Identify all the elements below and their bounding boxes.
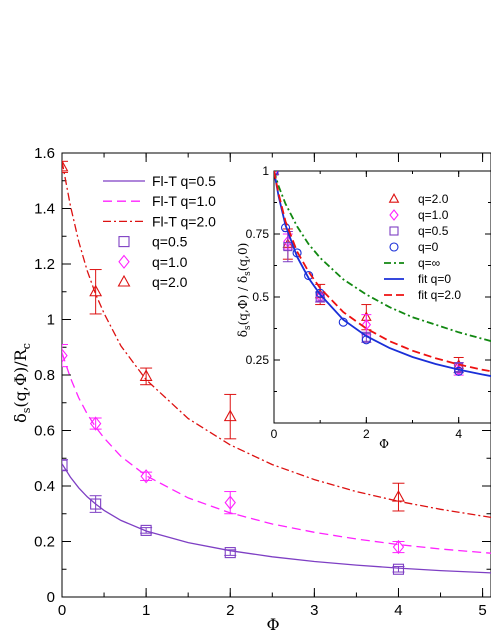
main-y-tick-label: 1.2 (34, 256, 55, 273)
main-x-axis-label: Φ (266, 615, 279, 634)
inset-legend-q-0-5-swatch (389, 226, 399, 236)
inset-legend-q-1-0-label: q=1.0 (418, 208, 449, 222)
main-y-tick-label: 0.4 (34, 478, 55, 495)
main-y-tick-label: 0.6 (34, 423, 55, 440)
inset-legend-q-0-5-label: q=0.5 (418, 224, 449, 238)
main-y-axis-label: δs(q,Φ)/Rc (11, 343, 33, 423)
main-y-tick-label: 1 (47, 312, 55, 329)
main-legend-q-0-5-label: q=0.5 (152, 234, 188, 250)
inset-series-q-1-0-point (361, 318, 372, 331)
main-x-tick-label: 2 (226, 602, 234, 619)
main-series-q-0-5-point (62, 459, 68, 471)
inset-x-tick-label: 2 (363, 427, 370, 441)
inset-x-tick-label: 4 (455, 427, 462, 441)
main-series-q-2-0-point (392, 489, 405, 502)
main-x-tick-label: 4 (394, 602, 402, 619)
main-legend-q-0-5-swatch (118, 236, 130, 248)
main-series-q-0-5-point (224, 547, 236, 559)
main-legend-fl-t-q-1-0-label: Fl-T q=1.0 (152, 193, 216, 209)
main-series-q-2-0-point (223, 409, 237, 422)
main-legend-q-2-0-label: q=2.0 (152, 274, 188, 290)
main-series-q-2-0-point (89, 284, 103, 297)
inset-series-fit-q-2-0-line (274, 171, 491, 373)
main-series-q-1-0-point (62, 348, 68, 363)
main-series-q-1-0-point (392, 539, 405, 555)
main-legend-fl-t-q-2-0-label: Fl-T q=2.0 (152, 213, 216, 229)
inset-y-tick-label: 0.25 (246, 353, 270, 367)
main-series-q-0-5-point (392, 563, 405, 575)
main-plot: 0 1 2 3 4 5 0 0.2 0.4 0.6 0.8 1 1.2 1.4 1.6 Fl-T q=0.5 F… (34, 145, 491, 619)
inset-series-q-0-5-point (454, 363, 464, 373)
inset-legend-q-0-swatch (389, 242, 399, 252)
main-x-tick-label: 1 (142, 602, 150, 619)
main-series-fl-t-q-1-0-line (62, 352, 491, 554)
inset-y-tick-label: 0.5 (252, 290, 269, 304)
main-series-q-2-0-point (62, 159, 69, 172)
main-series-q-1-0-point (89, 416, 102, 431)
inset-plot: 0 2 4 0.25 0.5 0.75 1 q=2.0 q=1.0 q=0.5 q=0 q=∞ fit … (246, 164, 491, 441)
main-series-q-1-0-point (224, 495, 236, 510)
main-y-tick-label: 0 (47, 589, 55, 606)
inset-background (274, 171, 491, 423)
main-x-tick-label: 3 (310, 602, 318, 619)
inset-legend-fit-q-0-label: fit q=0 (418, 272, 451, 286)
main-y-tick-label: 1.4 (34, 201, 55, 218)
main-y-tick-label: 0.8 (34, 367, 55, 384)
inset-legend-q-1-0-swatch (389, 209, 399, 221)
inset-legend-q-label: q=∞ (418, 256, 440, 270)
main-legend-fl-t-q-0-5-label: Fl-T q=0.5 (152, 173, 216, 189)
main-y-tick-label: 0.2 (34, 534, 55, 551)
main-series-q-0-5-point (140, 524, 152, 536)
inset-legend-q-2-0-label: q=2.0 (418, 192, 449, 206)
main-series-q-0-5-point (90, 498, 102, 510)
inset-legend-q-0-label: q=0 (418, 240, 439, 254)
inset-y-axis-label: δs(q,Φ) / δs(q,0) (236, 243, 253, 338)
inset-data-area (274, 171, 491, 377)
main-data-area (62, 159, 491, 575)
main-series-fl-t-q-0-5-line (62, 463, 491, 574)
inset-y-tick-label: 1 (262, 164, 269, 178)
inset-series-q-0-5-point (283, 242, 293, 252)
main-series-q-1-0-point (140, 469, 152, 484)
inset-legend-q-2-0-swatch (388, 193, 400, 203)
inset-series-fit-q-0-line (274, 171, 491, 377)
main-legend-q-1-0-swatch (118, 254, 130, 269)
main-x-tick-label: 0 (58, 602, 66, 619)
main-x-tick-label: 5 (478, 602, 486, 619)
main-legend-q-2-0-swatch (117, 274, 131, 287)
main-legend-q-1-0-label: q=1.0 (152, 254, 188, 270)
main-series-fl-t-q-2-0-line (62, 161, 491, 519)
inset-x-tick-label: 0 (271, 427, 278, 441)
main-series-q-2-0-point (139, 369, 153, 381)
inset-x-axis-label: Φ (379, 437, 389, 451)
inset-legend-fit-q-2-0-label: fit q=2.0 (418, 288, 461, 302)
main-y-tick-label: 1.6 (34, 145, 55, 162)
inset-y-tick-label: 0.75 (246, 227, 270, 241)
